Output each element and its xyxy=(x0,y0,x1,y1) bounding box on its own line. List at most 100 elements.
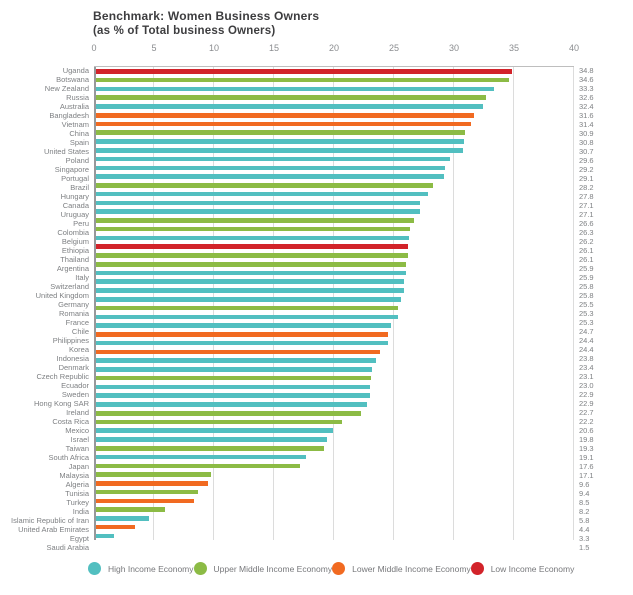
value-label: 23.0 xyxy=(579,381,594,390)
bar xyxy=(96,323,392,328)
country-label: Italy xyxy=(75,273,89,282)
bar xyxy=(96,332,388,337)
gridline-15 xyxy=(273,67,274,540)
value-label: 19.1 xyxy=(579,453,594,462)
bar-row xyxy=(94,321,574,330)
bar-row xyxy=(94,488,574,497)
value-label: 26.3 xyxy=(579,228,594,237)
value-label: 26.6 xyxy=(579,219,594,228)
bar-row xyxy=(94,277,574,286)
value-label: 32.6 xyxy=(579,93,594,102)
bar xyxy=(96,340,388,346)
bar xyxy=(96,489,198,495)
value-label: 31.4 xyxy=(579,120,594,129)
country-label: Singapore xyxy=(54,165,89,174)
value-label: 19.8 xyxy=(579,435,594,444)
bar-row xyxy=(94,348,574,357)
x-tick-label-15: 15 xyxy=(268,43,280,53)
bar xyxy=(96,69,512,74)
bar xyxy=(96,314,399,320)
value-label: 26.1 xyxy=(579,246,594,255)
value-label: 25.5 xyxy=(579,300,594,309)
value-label: 9.6 xyxy=(579,480,590,489)
bar-row xyxy=(94,260,574,269)
value-label: 24.4 xyxy=(579,336,594,345)
bar-row xyxy=(94,128,574,137)
bar-row xyxy=(94,523,574,532)
bar-row xyxy=(94,146,574,155)
value-label: 8.2 xyxy=(579,507,590,516)
country-label: India xyxy=(72,507,89,516)
bar xyxy=(96,428,333,434)
bar xyxy=(96,419,343,425)
x-tick-label-35: 35 xyxy=(508,43,520,53)
bar xyxy=(96,279,405,285)
legend-item-upper-middle: Upper Middle Income Economy xyxy=(193,562,333,575)
bar xyxy=(96,393,370,398)
country-label: Korea xyxy=(68,345,89,354)
country-label: Malaysia xyxy=(59,471,89,480)
bar-row xyxy=(94,409,574,418)
y-axis-line xyxy=(94,67,96,540)
value-labels-column: 34.8 34.6 33.3 32.6 32.4 31.6 31.4 30.9 30.8 30.7… xyxy=(579,66,625,552)
gridline-5 xyxy=(153,67,154,540)
value-label: 19.3 xyxy=(579,444,594,453)
value-label: 25.9 xyxy=(579,273,594,282)
bar-row xyxy=(94,514,574,523)
bar xyxy=(96,375,371,381)
country-label: New Zealand xyxy=(44,84,89,93)
bar-row xyxy=(94,400,574,409)
value-label: 22.2 xyxy=(579,417,594,426)
x-tick-label-20: 20 xyxy=(328,43,340,53)
bar xyxy=(96,533,114,539)
value-label: 30.7 xyxy=(579,147,594,156)
bars-container xyxy=(94,67,574,540)
value-label: 32.4 xyxy=(579,102,594,111)
legend-item-lower-middle: Lower Middle Income Economy xyxy=(332,562,471,575)
country-label: Portugal xyxy=(61,174,89,183)
value-label: 20.6 xyxy=(579,426,594,435)
value-label: 8.5 xyxy=(579,498,590,507)
bar-row xyxy=(94,181,574,190)
bar-row xyxy=(94,356,574,365)
country-label: Hong Kong SAR xyxy=(33,399,89,408)
bar-row xyxy=(94,120,574,129)
bar xyxy=(96,77,510,83)
bar xyxy=(96,183,433,188)
legend-item-low: Low Income Economy xyxy=(470,562,574,575)
bar-row xyxy=(94,190,574,199)
country-label: China xyxy=(69,129,89,138)
value-label: 22.7 xyxy=(579,408,594,417)
bar-row xyxy=(94,269,574,278)
bar-row xyxy=(94,67,574,76)
value-label: 22.9 xyxy=(579,390,594,399)
bar xyxy=(96,139,465,144)
bar xyxy=(96,367,373,372)
country-label: Canada xyxy=(62,201,89,210)
bar-row xyxy=(94,444,574,453)
bar xyxy=(96,288,405,293)
country-label: Tunisia xyxy=(65,489,89,498)
legend-label: Upper Middle Income Economy xyxy=(213,563,333,574)
value-label: 24.4 xyxy=(579,345,594,354)
gridline-25 xyxy=(393,67,394,540)
country-label: Germany xyxy=(58,300,89,309)
value-label: 24.7 xyxy=(579,327,594,336)
bar xyxy=(96,165,445,171)
value-label: 34.8 xyxy=(579,66,594,75)
bar xyxy=(96,524,136,530)
country-label: Czech Republic xyxy=(36,372,89,381)
bar xyxy=(96,349,381,355)
value-label: 4.4 xyxy=(579,525,590,534)
bar-row xyxy=(94,470,574,479)
legend-swatch-icon xyxy=(332,562,346,575)
x-tick-label-0: 0 xyxy=(91,43,97,53)
bar-row xyxy=(94,295,574,304)
bar-row xyxy=(94,418,574,427)
bar-row xyxy=(94,198,574,207)
bar xyxy=(96,437,327,442)
value-label: 27.1 xyxy=(579,201,594,210)
x-tick-label-10: 10 xyxy=(208,43,220,53)
bar xyxy=(96,244,408,249)
gridline-40 xyxy=(573,67,574,540)
